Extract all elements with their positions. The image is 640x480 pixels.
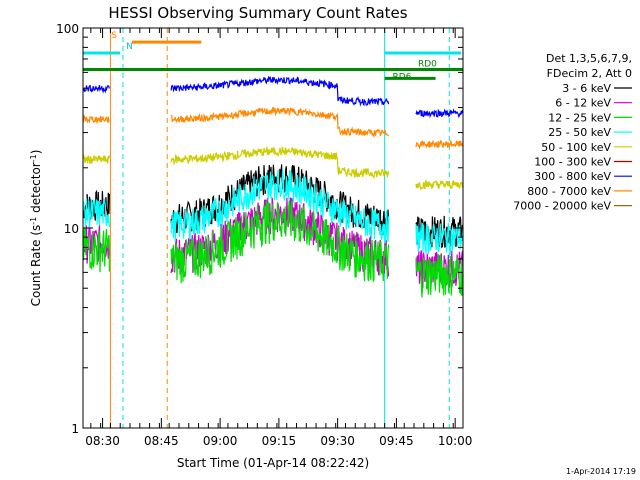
legend-entry-label: 3 - 6 keV: [562, 82, 611, 95]
x-tick-label: 08:45: [144, 434, 179, 448]
annotation-label-s: S: [111, 31, 117, 41]
legend: Det 1,3,5,6,7,9, FDecim 2, Att 0 3 - 6 k…: [513, 52, 632, 213]
x-axis-label: Start Time (01-Apr-14 08:22:42): [177, 456, 369, 470]
legend-entry-label: 300 - 800 keV: [534, 170, 611, 183]
x-tick-label: 09:15: [262, 434, 297, 448]
y-axis-label-part3: ): [29, 150, 43, 155]
series-line: [82, 153, 110, 164]
y-axis-label: Count Rate (s-1 detector-1): [29, 150, 44, 307]
footer-date: 1-Apr-2014 17:19: [566, 467, 636, 476]
series-line: [415, 253, 464, 298]
legend-entry-label: 25 - 50 keV: [548, 126, 611, 139]
x-tick-label: 09:45: [379, 434, 414, 448]
y-tick-label: 1: [71, 422, 79, 436]
y-axis-label-part1: Count Rate (s: [29, 225, 43, 307]
series-line: [82, 114, 110, 125]
x-tick-label: 08:30: [85, 434, 120, 448]
series-layer: [82, 75, 464, 298]
y-tick-label: 10: [64, 222, 79, 236]
chart-title: HESSI Observing Summary Count Rates: [108, 4, 407, 22]
x-tick-label: 09:00: [203, 434, 238, 448]
legend-entry-label: 7000 - 20000 keV: [513, 200, 611, 213]
series-line: [415, 139, 464, 150]
legend-entry-label: 6 - 12 keV: [555, 97, 611, 110]
legend-entry-label: 800 - 7000 keV: [527, 185, 611, 198]
series-line: [170, 107, 389, 138]
annotation-label-rd0: RD0: [418, 60, 437, 70]
y-axis-label-part2: detector: [29, 162, 43, 217]
y-axis-ticks: 1 10 100: [56, 22, 463, 436]
legend-entry-label: 12 - 25 keV: [548, 111, 611, 124]
series-line: [82, 189, 110, 221]
series-line: [170, 169, 390, 242]
y-axis-label-sup2: -1: [29, 154, 38, 162]
annotation-label-rd6: RD6: [392, 72, 411, 82]
legend-header-line2: FDecim 2, Att 0: [547, 67, 632, 80]
x-axis-ticks: 08:30 08:45 09:00 09:15 09:30 09:45 10:00: [85, 28, 472, 448]
legend-entry-label: 50 - 100 keV: [541, 141, 611, 154]
legend-header-line1: Det 1,3,5,6,7,9,: [546, 52, 632, 65]
series-line: [170, 75, 390, 107]
series-line: [82, 228, 110, 273]
annotation-label-n: N: [126, 42, 133, 52]
y-axis-label-sup1: -1: [29, 217, 38, 225]
series-line: [82, 197, 110, 229]
series-line: [415, 179, 464, 191]
series-line: [170, 145, 390, 180]
series-line: [415, 222, 464, 256]
annotation-layer: SN RD0 RD6: [83, 28, 463, 428]
y-tick-label: 100: [56, 22, 79, 36]
x-tick-label: 09:30: [320, 434, 355, 448]
series-line: [415, 107, 464, 119]
legend-entry-label: 100 - 300 keV: [534, 156, 611, 169]
x-tick-label: 10:00: [438, 434, 473, 448]
series-line: [170, 200, 390, 284]
